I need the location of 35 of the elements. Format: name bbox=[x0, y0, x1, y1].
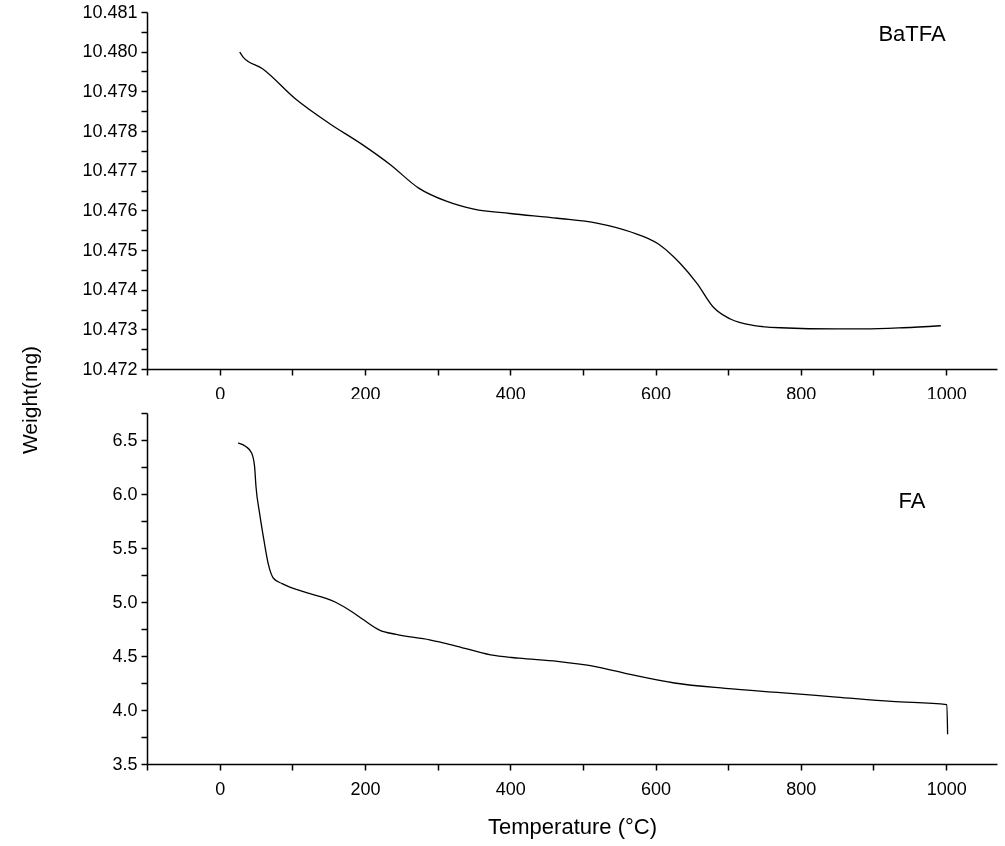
y-tick-label: 5.5 bbox=[112, 537, 138, 558]
y-tick-label: 10.473 bbox=[82, 318, 138, 339]
y-tick-label: 10.474 bbox=[82, 279, 138, 300]
x-tick-label: 1000 bbox=[926, 778, 967, 799]
y-tick-label: 4.0 bbox=[112, 699, 138, 720]
x-tick-label: 800 bbox=[786, 778, 817, 799]
y-tick-label: 10.475 bbox=[82, 239, 138, 260]
y-tick-label: 10.478 bbox=[82, 120, 138, 141]
x-tick-label: 600 bbox=[641, 778, 672, 799]
x-tick-label: 200 bbox=[350, 778, 381, 799]
y-axis-title: Weight(mg) bbox=[18, 345, 42, 455]
y-tick-label: 4.5 bbox=[112, 645, 138, 666]
text: BaTFA bbox=[878, 21, 946, 46]
text: FA bbox=[898, 488, 926, 513]
y-tick-label: 10.477 bbox=[82, 160, 138, 181]
y-tick-label: 6.0 bbox=[112, 483, 138, 504]
x-tick-label: 400 bbox=[495, 778, 526, 799]
line-series bbox=[237, 442, 949, 735]
y-tick-label: 10.481 bbox=[82, 1, 138, 22]
y-tick-label: 10.476 bbox=[82, 199, 138, 220]
x-tick-label: 800 bbox=[786, 383, 817, 404]
x-tick-label: 400 bbox=[495, 383, 526, 404]
y-tick-label: 5.0 bbox=[112, 591, 138, 612]
x-tick-label: 0 bbox=[215, 778, 226, 799]
y-tick-label: 6.5 bbox=[112, 429, 138, 450]
x-tick-label: 1000 bbox=[926, 383, 967, 404]
y-tick-label: 10.479 bbox=[82, 80, 138, 101]
y-tick-label: 10.480 bbox=[82, 41, 138, 62]
y-tick-label: 10.472 bbox=[82, 358, 138, 379]
x-tick-label: 0 bbox=[215, 383, 226, 404]
x-tick-label: 200 bbox=[350, 383, 381, 404]
x-axis-title: Temperature (°C) bbox=[488, 813, 657, 839]
x-tick-label: 600 bbox=[641, 383, 672, 404]
line-series bbox=[239, 51, 941, 330]
y-tick-label: 3.5 bbox=[112, 753, 138, 774]
